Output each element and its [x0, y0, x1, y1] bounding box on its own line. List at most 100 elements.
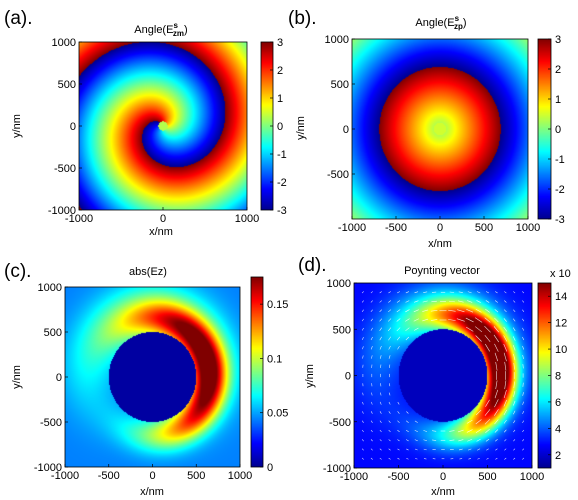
panel-a-colorbar-tick-label: 3 — [277, 37, 283, 49]
panel-d-poynting-arrow — [413, 309, 419, 313]
panel-d-poynting-arrow — [396, 336, 401, 341]
panel-a-colorbar-tick-label: -1 — [277, 149, 287, 161]
panel-c-y-tick-label: 500 — [44, 327, 62, 339]
panel-d-poynting-arrow — [370, 411, 373, 414]
panel-b-x-tick-label: -500 — [385, 222, 407, 234]
panel-d-poynting-arrow — [414, 420, 418, 423]
panel-d-poynting-arrow — [522, 327, 525, 331]
panel-d-poynting-arrow — [448, 319, 456, 321]
panel-a: (a). Angle(Es zm) -1000 0 100010005000-500-… — [4, 8, 287, 238]
panel-d-poynting-arrow — [459, 458, 463, 460]
panel-d-poynting-arrow — [405, 336, 410, 341]
panel-d-colorbar-tick-label: 4 — [555, 423, 561, 435]
panel-d-colorbar — [538, 283, 551, 468]
panel-d-poynting-arrow — [388, 300, 392, 303]
panel-d-poynting-arrow — [449, 439, 455, 441]
panel-d-poynting-arrow — [405, 327, 410, 332]
panel-d-poynting-arrow — [504, 429, 507, 433]
panel-c-ylabel: y/nm — [11, 365, 23, 389]
panel-d-poynting-arrow — [423, 430, 428, 432]
panel-d-poynting-arrow — [379, 401, 382, 405]
panel-d-poynting-arrow — [504, 361, 507, 371]
panel-b-colorbar-tick-label: 0 — [555, 124, 561, 136]
panel-d-poynting-arrow — [396, 318, 401, 322]
panel-c-x-tick-label: -500 — [98, 470, 120, 482]
panel-d-poynting-arrow — [503, 335, 508, 342]
panel-c-xlabel: x/nm — [140, 486, 164, 498]
panel-d-poynting-arrow — [486, 448, 489, 451]
panel-d-poynting-arrow — [465, 326, 474, 332]
panel-c-y-tick-label: 1000 — [38, 282, 62, 294]
panel-c-heatmap — [65, 287, 240, 467]
panel-d-poynting-arrow — [494, 317, 499, 323]
panel-c-title: abs(Ez) — [129, 266, 167, 278]
panel-d-poynting-arrow — [362, 401, 364, 405]
panel-d-poynting-arrow — [370, 429, 373, 433]
panel-d-poynting-arrow — [465, 317, 474, 323]
panel-d-poynting-arrow — [379, 411, 382, 414]
panel-b-xlabel: x/nm — [428, 238, 452, 250]
panel-c-x-tick-label: 500 — [187, 470, 205, 482]
panel-d-poynting-arrow — [397, 420, 400, 424]
panel-d-poynting-arrow — [485, 438, 490, 442]
panel-d-poynting-arrow — [388, 420, 391, 424]
panel-d-poynting-arrow — [484, 418, 491, 425]
panel-d-poynting-arrow — [476, 300, 481, 303]
panel-d-poynting-arrow — [504, 380, 507, 390]
panel-d-poynting-arrow — [405, 300, 410, 303]
panel-d-poynting-arrow — [389, 364, 391, 368]
panel-d-poynting-arrow — [430, 319, 438, 321]
panel-d-poynting-arrow — [504, 457, 507, 460]
panel-b-y-tick-label: 500 — [331, 79, 349, 91]
panel-d-poynting-arrow — [522, 448, 525, 451]
panel-d-poynting-arrow — [503, 318, 507, 322]
panel-d-poynting-arrow — [513, 381, 515, 388]
panel-d-poynting-arrow — [512, 318, 516, 322]
panel-d-poynting-arrow — [503, 389, 507, 399]
panel-d-poynting-arrow — [396, 300, 401, 303]
panel-b: (b). Angle(Es zp) -1000 -500 0 500 1000 1000 50… — [288, 8, 565, 250]
panel-d-poynting-arrow — [475, 419, 482, 425]
panel-d-poynting-arrow — [522, 336, 525, 341]
panel-d-poynting-arrow — [522, 411, 524, 414]
panel-c-colorbar — [251, 277, 263, 467]
panel-d-poynting-arrow — [370, 336, 373, 341]
panel-d-poynting-arrow — [361, 429, 364, 433]
panel-d-poynting-arrow — [431, 430, 437, 432]
panel-d-poynting-arrow — [466, 429, 473, 433]
panel-d-poynting-arrow — [466, 419, 473, 424]
panel-c-y-tick-label: 0 — [56, 372, 62, 384]
panel-d-poynting-arrow — [494, 389, 499, 399]
panel-d-poynting-arrow — [388, 392, 391, 396]
panel-b-colorbar-tick-label: 3 — [555, 34, 561, 46]
panel-d-poynting-arrow — [370, 420, 373, 423]
panel-d-poynting-arrow — [522, 429, 525, 433]
panel-a-colorbar-tick-label: 2 — [277, 65, 283, 77]
panel-d-poynting-arrow — [494, 343, 499, 352]
panel-a-title: Angle(Es zm) — [134, 21, 187, 38]
panel-d-poynting-arrow — [379, 345, 382, 350]
panel-d-poynting-arrow — [503, 300, 507, 303]
panel-d-poynting-arrow — [522, 354, 524, 360]
panel-d-poynting-arrow — [397, 345, 400, 350]
panel-d-poynting-arrow — [513, 362, 515, 370]
panel-d-poynting-arrow — [484, 325, 491, 333]
panel-d-poynting-arrow — [405, 309, 410, 313]
panel-d-poynting-arrow — [493, 334, 500, 343]
panel-d-poynting-arrow — [467, 438, 473, 442]
panel-d-poynting-arrow — [503, 343, 508, 352]
panel-a-colorbar — [261, 42, 273, 210]
panel-d-poynting-arrow — [414, 448, 418, 451]
panel-c-x-tick-label: 0 — [149, 470, 155, 482]
panel-b-y-tick-label: -500 — [327, 169, 349, 181]
panel-c-colorbar-frame — [250, 276, 264, 468]
panel-d-poynting-arrow — [370, 457, 373, 460]
panel-d-poynting-arrow — [503, 399, 507, 407]
panel-c-x-tick-label: 1000 — [228, 470, 252, 482]
panel-d-ylabel: y/nm — [304, 364, 316, 388]
panel-b-colorbar-tick-label: 2 — [555, 64, 561, 76]
panel-c-y-tick-label: -1000 — [34, 462, 62, 474]
panel-d-poynting-arrow — [414, 429, 418, 433]
panel-d-poynting-arrow — [449, 430, 455, 432]
